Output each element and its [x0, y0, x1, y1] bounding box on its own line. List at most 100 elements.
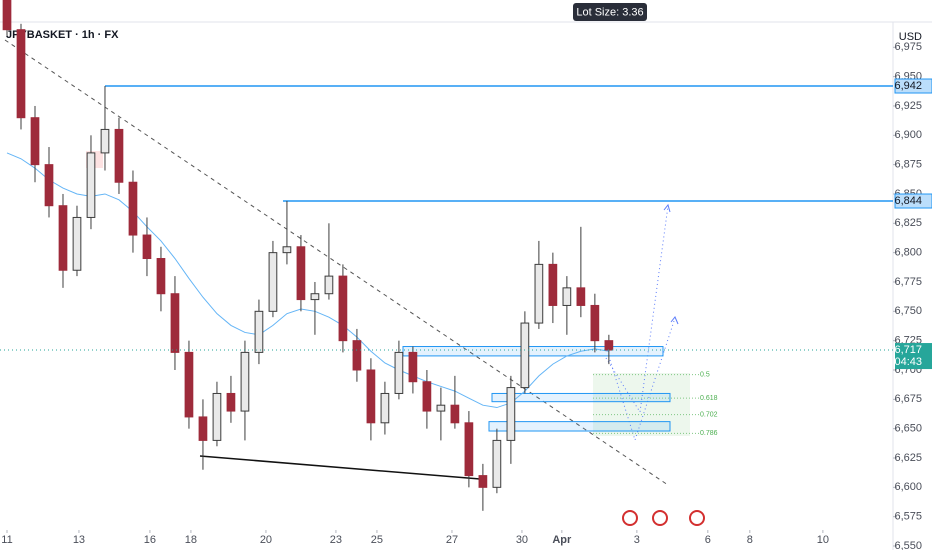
x-tick-label: 10	[817, 534, 829, 546]
zone	[491, 392, 671, 403]
support-line	[199, 455, 481, 480]
candle-body	[240, 351, 250, 412]
x-tick-label: 13	[73, 534, 85, 546]
lot-size-badge	[573, 3, 647, 21]
x-tick-label: 20	[260, 534, 272, 546]
y-tick-label: 6,900	[894, 129, 922, 141]
candle-body	[338, 275, 348, 342]
event-icon	[689, 510, 705, 526]
candle-body	[2, 0, 12, 31]
candle-body	[114, 128, 124, 183]
candle-body	[310, 293, 320, 301]
x-tick-label: 18	[185, 534, 197, 546]
candle-body	[604, 340, 614, 351]
y-tick-label: 6,975	[894, 41, 922, 53]
candle-body	[156, 258, 166, 295]
candle-body	[142, 234, 152, 260]
fib-label: 0.786	[700, 430, 718, 437]
candle-body	[226, 392, 236, 412]
candle-body	[380, 392, 390, 424]
symbol-title: JPYBASKET · 1h · FX	[6, 29, 119, 41]
y-tick-label: 6,825	[894, 217, 922, 229]
y-tick-label: 6,675	[894, 393, 922, 405]
fib-label: 0.702	[700, 411, 718, 418]
candle-body	[282, 246, 292, 254]
candle-body	[254, 310, 264, 353]
candle-body	[170, 293, 180, 353]
y-tick-label: 6,575	[894, 511, 922, 523]
candle-body	[436, 404, 446, 412]
x-tick-label: 23	[330, 534, 342, 546]
y-tick-label: 6,625	[894, 452, 922, 464]
candle-body	[184, 351, 194, 418]
level-label: 6,942	[894, 80, 922, 92]
y-tick-label: 6,800	[894, 247, 922, 259]
fib-label: 0.618	[700, 395, 718, 402]
zone	[402, 346, 664, 357]
arrow-head	[663, 203, 671, 213]
trend-line	[4, 39, 669, 486]
candle-body	[72, 216, 82, 271]
event-icons	[622, 510, 705, 526]
candle-body	[520, 322, 530, 389]
x-tick-label: 16	[144, 534, 156, 546]
currency-label: USD	[899, 31, 922, 43]
zone	[488, 421, 671, 432]
last-price-badge	[895, 343, 932, 370]
candle-body	[100, 128, 110, 154]
candle-body	[506, 387, 516, 441]
level-badge	[894, 78, 932, 94]
candle-body	[352, 340, 362, 371]
candle-body	[212, 392, 222, 441]
y-tick-label: 6,925	[894, 100, 922, 112]
candle-body	[492, 439, 502, 488]
candle-body	[464, 422, 474, 477]
candle-body	[324, 275, 334, 295]
candle-body	[268, 252, 278, 312]
level-badge	[894, 193, 932, 209]
y-tick-label: 6,750	[894, 305, 922, 317]
fib-area	[593, 373, 690, 436]
candle-body	[562, 287, 572, 306]
y-tick-label: 6,600	[894, 481, 922, 493]
x-tick-label: 30	[516, 534, 528, 546]
candle-body	[16, 29, 26, 119]
candle-body	[30, 117, 40, 166]
candle-body	[478, 475, 488, 488]
candle-body	[198, 416, 208, 441]
fib-label: 0.5	[700, 372, 710, 379]
candle-body	[44, 164, 54, 207]
candle-body	[422, 381, 432, 412]
candle-body	[450, 404, 460, 424]
candle-body	[128, 181, 138, 236]
event-icon	[652, 510, 668, 526]
event-icon	[622, 510, 638, 526]
candle-body	[58, 205, 68, 271]
x-tick-label: 3	[634, 534, 640, 546]
level-label: 6,844	[894, 195, 922, 207]
candle-body	[394, 351, 404, 394]
lot-size-label: Lot Size: 3.36	[576, 6, 643, 18]
candle-body	[296, 246, 306, 301]
last-price-label: 6,717	[894, 344, 922, 356]
x-tick-label: Apr	[552, 534, 572, 546]
candle-body	[590, 304, 600, 342]
y-tick-label: 6,650	[894, 423, 922, 435]
x-tick-label: 8	[747, 534, 753, 546]
candle-body	[548, 263, 558, 306]
candle-body	[366, 369, 376, 424]
candle-body	[408, 351, 418, 383]
candle-body	[534, 263, 544, 324]
candle-body	[576, 287, 586, 306]
plot-area	[4, 39, 690, 486]
x-tick-label: 25	[371, 534, 383, 546]
x-tick-label: 27	[446, 534, 458, 546]
x-tick-label: 6	[705, 534, 711, 546]
countdown-label: 04:43	[894, 356, 922, 368]
y-tick-label: 6,550	[894, 540, 922, 550]
arrow-head	[670, 316, 679, 325]
candle-body	[86, 152, 96, 218]
y-tick-label: 6,775	[894, 276, 922, 288]
y-tick-label: 6,875	[894, 159, 922, 171]
